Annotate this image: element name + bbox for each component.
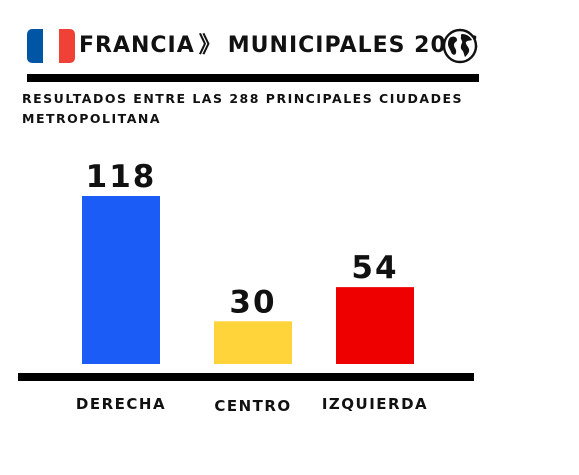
title-country: FRANCIA bbox=[79, 33, 195, 58]
category-label-derecha: DERECHA bbox=[76, 395, 166, 413]
title-separator: 》 bbox=[198, 33, 222, 58]
flag-red-stripe bbox=[59, 29, 75, 63]
data-label-derecha: 118 bbox=[86, 159, 157, 195]
data-label-centro: 30 bbox=[229, 284, 276, 320]
category-label-centro: CENTRO bbox=[214, 397, 291, 415]
bar-izquierda bbox=[336, 287, 414, 364]
flag-white-stripe bbox=[43, 29, 59, 63]
data-label-izquierda: 54 bbox=[351, 250, 398, 286]
page-title: FRANCIA 》 MUNICIPALES 2026 bbox=[79, 32, 479, 60]
bar-centro bbox=[214, 321, 292, 364]
flag-blue-stripe bbox=[27, 29, 43, 63]
x-axis-line bbox=[18, 373, 474, 381]
category-label-izquierda: IZQUIERDA bbox=[322, 395, 428, 413]
bar-derecha bbox=[82, 196, 160, 364]
globe-icon bbox=[442, 28, 478, 64]
chart-subtitle: RESULTADOS ENTRE LAS 288 PRINCIPALES CIU… bbox=[22, 91, 463, 126]
header-divider bbox=[27, 74, 479, 82]
france-flag-icon bbox=[27, 29, 75, 63]
title-event: MUNICIPALES 2026 bbox=[227, 33, 480, 58]
